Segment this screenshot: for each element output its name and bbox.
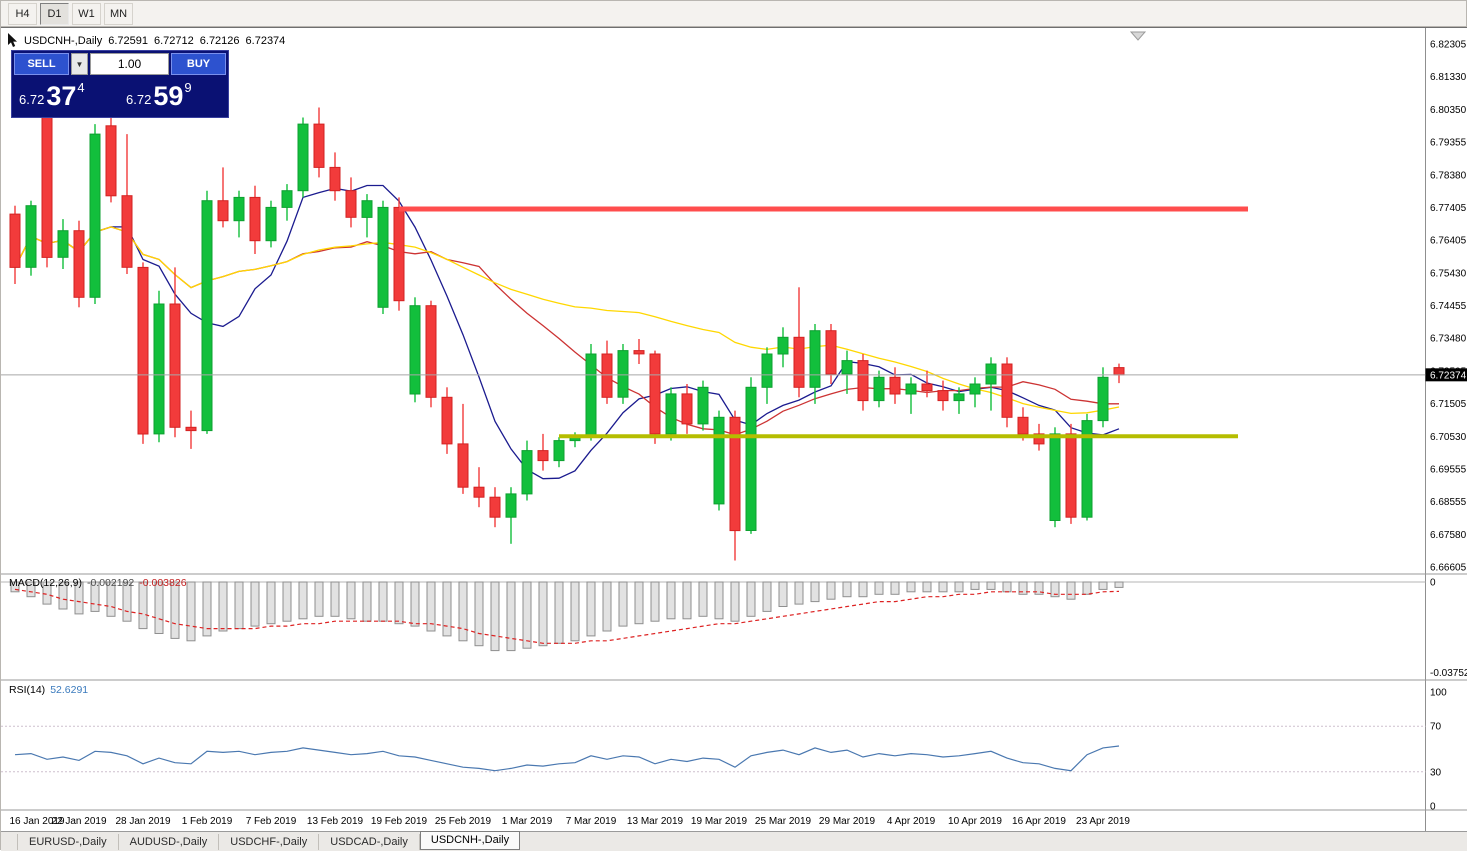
sell-price-prefix: 6.72 <box>19 92 44 107</box>
tab-usdcad-daily[interactable]: USDCAD-,Daily <box>319 834 420 850</box>
timeframe-h4-button[interactable]: H4 <box>8 3 37 25</box>
buy-price-prefix: 6.72 <box>126 92 151 107</box>
rsi-value: 52.6291 <box>50 684 88 696</box>
svg-text:6.78380: 6.78380 <box>1430 170 1467 181</box>
macd-signal-value: -0.003826 <box>139 577 186 589</box>
svg-text:0: 0 <box>1430 802 1436 813</box>
buy-button[interactable]: BUY <box>171 53 226 75</box>
buy-price-display[interactable]: 6.72 59 9 <box>121 77 226 115</box>
svg-text:25 Mar 2019: 25 Mar 2019 <box>755 816 812 827</box>
svg-text:13 Mar 2019: 13 Mar 2019 <box>627 816 684 827</box>
volume-dropdown-button[interactable]: ▼ <box>71 53 88 75</box>
svg-text:6.76405: 6.76405 <box>1430 236 1467 247</box>
svg-text:6.68555: 6.68555 <box>1430 497 1467 508</box>
timeframe-d1-button[interactable]: D1 <box>40 3 69 25</box>
svg-text:1 Feb 2019: 1 Feb 2019 <box>182 816 233 827</box>
svg-text:16 Apr 2019: 16 Apr 2019 <box>1012 816 1066 827</box>
ohlc-high: 6.72712 <box>154 35 194 47</box>
svg-text:0: 0 <box>1430 578 1436 589</box>
tab-eurusd-daily[interactable]: EURUSD-,Daily <box>17 834 119 850</box>
svg-text:22 Jan 2019: 22 Jan 2019 <box>51 816 106 827</box>
svg-text:6.79355: 6.79355 <box>1430 138 1467 149</box>
cursor-arrow-icon <box>7 33 18 48</box>
svg-text:25 Feb 2019: 25 Feb 2019 <box>435 816 492 827</box>
svg-text:19 Feb 2019: 19 Feb 2019 <box>371 816 428 827</box>
tab-usdchf-daily[interactable]: USDCHF-,Daily <box>219 834 319 850</box>
rsi-name: RSI(14) <box>9 684 45 696</box>
svg-text:30: 30 <box>1430 767 1442 778</box>
chart-ohlc-header: USDCNH-,Daily 6.72591 6.72712 6.72126 6.… <box>7 33 285 48</box>
rsi-line <box>15 746 1119 771</box>
svg-text:70: 70 <box>1430 722 1442 733</box>
sell-price-sup: 4 <box>77 80 84 95</box>
tab-usdcnh-daily[interactable]: USDCNH-,Daily <box>420 831 520 850</box>
ohlc-open: 6.72591 <box>108 35 148 47</box>
rsi-indicator-label: RSI(14) 52.6291 <box>9 684 88 696</box>
macd-indicator-label: MACD(12,26,9) -0.002192 -0.003826 <box>9 577 187 589</box>
svg-text:6.67580: 6.67580 <box>1430 530 1467 541</box>
svg-text:7 Feb 2019: 7 Feb 2019 <box>246 816 297 827</box>
svg-text:6.73480: 6.73480 <box>1430 334 1467 345</box>
svg-text:6.74455: 6.74455 <box>1430 301 1467 312</box>
timeframe-w1-button[interactable]: W1 <box>72 3 101 25</box>
svg-text:6.71505: 6.71505 <box>1430 399 1467 410</box>
svg-text:6.69555: 6.69555 <box>1430 464 1467 475</box>
chart-symbol-period: USDCNH-,Daily <box>24 35 102 47</box>
svg-text:6.72374: 6.72374 <box>1430 370 1467 381</box>
svg-text:10 Apr 2019: 10 Apr 2019 <box>948 816 1002 827</box>
svg-text:6.77405: 6.77405 <box>1430 203 1467 214</box>
svg-text:100: 100 <box>1430 688 1447 699</box>
svg-text:19 Mar 2019: 19 Mar 2019 <box>691 816 748 827</box>
sell-button[interactable]: SELL <box>14 53 69 75</box>
svg-text:-0.037529: -0.037529 <box>1430 668 1467 679</box>
macd-layer <box>11 582 1123 651</box>
chevron-down-icon: ▼ <box>76 60 84 69</box>
ma-18-line <box>15 227 1119 435</box>
one-click-trading-panel: SELL ▼ BUY 6.72 37 4 6.72 59 9 <box>11 50 229 118</box>
sell-price-display[interactable]: 6.72 37 4 <box>14 77 119 115</box>
timeframe-mn-button[interactable]: MN <box>104 3 133 25</box>
svg-text:6.75430: 6.75430 <box>1430 268 1467 279</box>
ma-40-line <box>15 227 1119 414</box>
svg-text:4 Apr 2019: 4 Apr 2019 <box>887 816 936 827</box>
svg-text:7 Mar 2019: 7 Mar 2019 <box>566 816 617 827</box>
buy-price-sup: 9 <box>184 80 191 95</box>
macd-value: -0.002192 <box>87 577 134 589</box>
svg-text:28 Jan 2019: 28 Jan 2019 <box>115 816 170 827</box>
price-chart-canvas[interactable]: 6.82305 6.81330 6.80350 6.79355 6.78380 6.774… <box>1 28 1467 832</box>
macd-name: MACD(12,26,9) <box>9 577 82 589</box>
svg-text:13 Feb 2019: 13 Feb 2019 <box>307 816 364 827</box>
chart-window[interactable]: 6.82305 6.81330 6.80350 6.79355 6.78380 6.774… <box>1 27 1467 831</box>
chart-shift-marker-icon[interactable] <box>1131 32 1145 40</box>
macd-signal-line <box>15 589 1119 643</box>
svg-text:23 Apr 2019: 23 Apr 2019 <box>1076 816 1130 827</box>
volume-input[interactable] <box>90 53 169 75</box>
svg-text:1 Mar 2019: 1 Mar 2019 <box>502 816 553 827</box>
ohlc-low: 6.72126 <box>200 35 240 47</box>
svg-text:6.66605: 6.66605 <box>1430 563 1467 574</box>
sell-price-main: 37 <box>46 83 76 110</box>
timeframe-toolbar: H4 D1 W1 MN <box>1 1 1466 27</box>
svg-text:6.82305: 6.82305 <box>1430 40 1467 51</box>
buy-price-main: 59 <box>153 83 183 110</box>
candles-layer <box>10 103 1124 561</box>
svg-text:6.70530: 6.70530 <box>1430 432 1467 443</box>
svg-text:6.80350: 6.80350 <box>1430 105 1467 116</box>
tab-audusd-daily[interactable]: AUDUSD-,Daily <box>119 834 220 850</box>
ohlc-close: 6.72374 <box>246 35 286 47</box>
chart-tabs-bar: EURUSD-,Daily AUDUSD-,Daily USDCHF-,Dail… <box>1 831 1467 851</box>
svg-text:6.81330: 6.81330 <box>1430 72 1467 83</box>
svg-text:29 Mar 2019: 29 Mar 2019 <box>819 816 876 827</box>
